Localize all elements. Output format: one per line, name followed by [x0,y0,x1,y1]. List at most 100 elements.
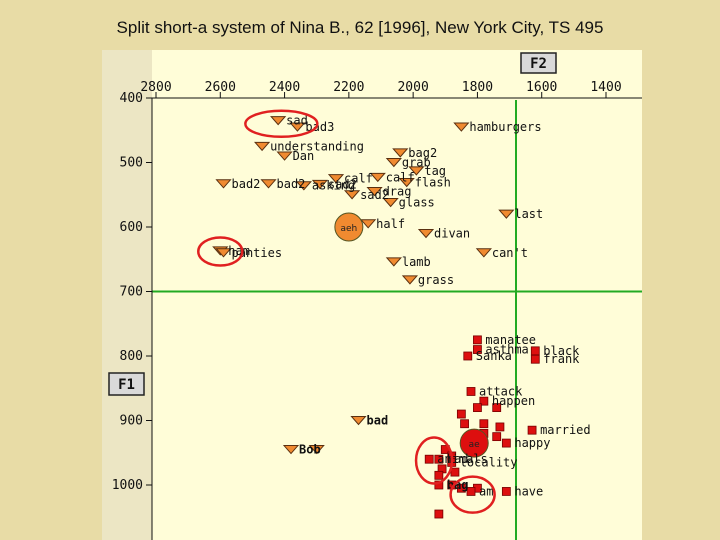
plot-panel-shade [102,50,152,540]
tense-vowel-token [343,190,361,200]
f2-tick-label: 2800 [140,80,171,95]
f1-tick-label: 900 [120,414,143,429]
token-label: can't [492,246,528,260]
token-label: animals [437,452,488,466]
f1-tick-label: 600 [120,220,143,235]
tense-vowel-token [498,209,515,219]
tense-vowel-token [453,122,470,132]
chart-title: Split short-a system of Nina B., 62 [199… [116,18,604,37]
token-label: bad2 [232,177,261,191]
tense-vowel-token [295,181,312,191]
token-label: Sanka [476,349,512,363]
lax-vowel-token [463,351,473,361]
lax-vowel-token [456,409,466,419]
lax-vowel-token [434,480,444,490]
lax-vowel-token [450,467,460,477]
token-label: bag2 [408,146,437,160]
token-label: have [514,484,543,498]
token-label: am [479,484,493,498]
token-label: asking [312,179,355,193]
token-label: asthma [485,343,528,357]
tense-vowel-token [215,179,232,189]
token-label: hamburgers [469,120,541,134]
token-label: lamb [402,255,431,269]
f2-tick-label: 2400 [269,80,300,95]
f1-tick-label: 1000 [112,478,143,493]
token-label: half [376,217,405,231]
tense-vowel-token [475,248,492,258]
vowel-mean-marker [459,428,489,458]
tense-vowel-token [260,179,277,189]
token-label: drag [383,185,412,199]
f2-tick-label: 2000 [397,80,428,95]
token-label: frank [543,352,580,366]
token-label: tag [424,164,446,178]
lax-vowel-token [479,419,489,429]
f1-axis-label: F1 [118,377,135,393]
highlight-circle [244,109,319,139]
token-label: attack [479,384,523,398]
lax-vowel-token [527,425,537,435]
lax-vowel-token [460,419,469,429]
token-label: glass [399,195,435,209]
lax-vowel-token [424,454,434,464]
f2-tick-label: 2600 [205,80,236,95]
lax-vowel-token [501,438,511,448]
highlight-circles [197,109,496,514]
lax-vowel-token [530,354,540,364]
lax-vowel-token [473,403,482,413]
tense-vowel-token [392,148,409,158]
vowel-mean-marker [334,212,364,242]
f2-tick-label: 1400 [590,80,621,95]
tense-vowel-token [276,151,293,161]
f1-tick-label: 400 [120,91,143,106]
token-label: bad2 [277,177,306,191]
token-label: calf [386,170,415,184]
tense-vowel-token [215,248,232,258]
token-label: Bob [299,443,321,457]
lax-vowel-token [434,454,444,464]
token-label: locality [460,455,518,469]
token-label: last [514,207,543,221]
token-label: happy [514,436,550,450]
f2-axis-label: F2 [530,56,547,72]
token-label: black [543,344,580,358]
tense-vowel-token [401,275,419,285]
f1-tick-label: 700 [120,285,143,300]
token-label: ham [228,244,250,258]
lax-vowel-token [466,387,476,396]
tense-vowel-token [360,219,377,229]
token-label: flash [415,175,451,189]
lax-vowel-token [501,487,511,496]
tense-vowel-token [382,197,399,208]
lax-vowel-token [530,346,540,356]
tense-vowel-token [308,445,325,455]
token-label: calf [344,172,373,186]
tense-vowel-token [270,116,287,126]
lax-vowel-token [434,509,444,519]
f1-tick-label: 500 [120,156,143,171]
highlight-circle [449,475,496,514]
lax-vowel-token [434,470,444,480]
token-label: grass [418,273,454,287]
token-label: understanding [270,139,364,153]
token-label: grab [402,156,431,170]
lax-vowel-token [473,335,482,345]
token-label: divan [434,226,470,240]
f2-tick-label: 1800 [462,80,493,95]
tense-vowel-token [385,257,402,267]
lax-vowel-token [492,432,502,442]
tense-vowel-token [282,445,300,455]
token-label: married [540,423,591,437]
token-label: sad2 [360,188,389,202]
tense-vowel-token [417,228,435,239]
vowel-mean-label: ae [469,440,481,450]
vowel-mean-label: aeh [340,224,357,234]
token-label: sad2 [328,177,357,191]
token-label: bad [367,414,389,428]
axes: 2800 2600 2400 2200 2000 1800 1600 1400 400 500 60… [108,52,642,540]
lax-vowel-token [495,422,505,432]
tense-vowel-token [366,187,383,197]
